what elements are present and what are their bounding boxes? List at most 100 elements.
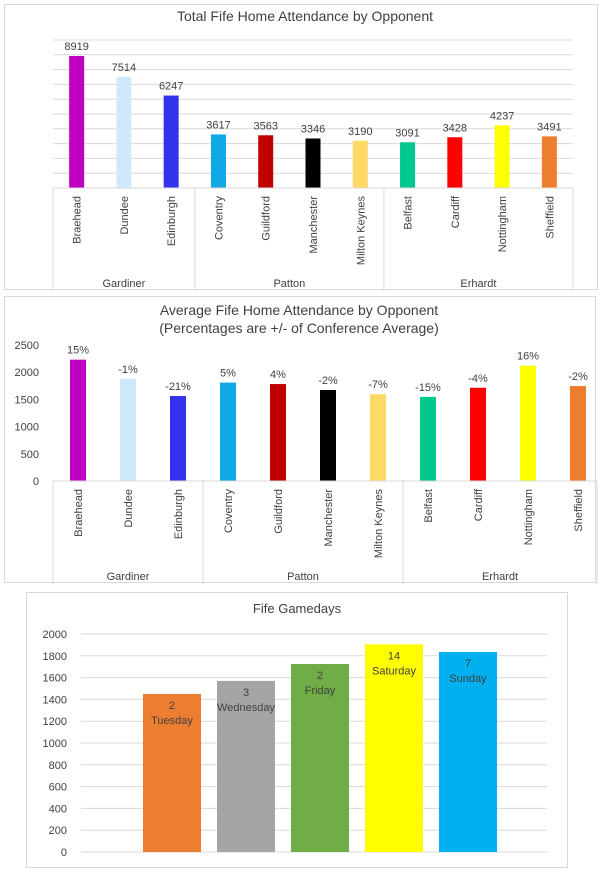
data-label: 3491 <box>537 121 561 133</box>
bar <box>570 386 586 481</box>
data-label: 6247 <box>159 81 183 93</box>
data-label-count: 2 <box>169 700 175 712</box>
category-label: Coventry <box>213 196 225 241</box>
bar <box>291 663 349 852</box>
y-tick-label: 2000 <box>15 367 39 379</box>
category-label: Edinburgh <box>166 196 178 246</box>
data-label: 3091 <box>395 127 419 139</box>
data-label: 3428 <box>443 122 467 134</box>
bar <box>69 55 85 189</box>
chart-title: Total Fife Home Attendance by Opponent <box>177 8 433 24</box>
data-label: 8919 <box>64 41 88 53</box>
data-label: -15% <box>415 382 441 394</box>
bar <box>170 396 186 481</box>
bar <box>420 396 436 481</box>
y-tick-label: 1400 <box>43 694 67 706</box>
bar <box>220 382 236 481</box>
data-label: -21% <box>165 381 191 393</box>
y-tick-label: 1000 <box>43 738 67 750</box>
bar <box>365 644 423 852</box>
average-attendance-chart-panel: Average Fife Home Attendance by Opponent… <box>4 296 598 584</box>
group-label: Erhardt <box>460 278 496 290</box>
bar <box>70 359 86 481</box>
bar <box>258 135 274 188</box>
data-label-day: Sunday <box>449 673 487 685</box>
data-label-count: 7 <box>465 658 471 670</box>
bar <box>120 378 136 481</box>
group-label: Gardiner <box>103 278 146 290</box>
y-tick-label: 1500 <box>15 394 39 406</box>
total-attendance-chart: Total Fife Home Attendance by Opponent 8… <box>52 8 574 291</box>
bar <box>217 680 275 852</box>
y-tick-label: 0 <box>61 847 67 859</box>
data-label: 3346 <box>301 123 325 135</box>
category-label: Guildford <box>261 196 273 241</box>
category-label: Edinburgh <box>173 489 185 539</box>
data-label-day: Saturday <box>372 665 417 677</box>
y-tick-label: 2500 <box>15 340 39 352</box>
bar <box>320 389 336 481</box>
bar <box>447 137 463 188</box>
category-label: Cardiff <box>450 195 462 228</box>
category-label: Milton Keynes <box>373 489 385 559</box>
bar <box>352 140 368 188</box>
bar <box>470 387 486 481</box>
data-label-count: 14 <box>388 650 400 662</box>
data-label: -1% <box>118 364 138 376</box>
chart-title: Average Fife Home Attendance by Opponent <box>160 302 438 318</box>
category-label: Sheffield <box>573 489 585 532</box>
category-label: Dundee <box>119 196 131 235</box>
category-label: Belfast <box>423 489 435 523</box>
y-tick-label: 1000 <box>15 422 39 434</box>
category-label: Manchester <box>323 489 335 547</box>
gamedays-chart-panel: Fife Gamedays 0 200 400 600 800 1000 1200 1400 1… <box>26 592 568 868</box>
data-label: 3563 <box>253 120 277 132</box>
data-label: 3617 <box>206 119 230 131</box>
category-label: Sheffield <box>544 196 556 239</box>
bar <box>494 125 510 188</box>
category-label: Nottingham <box>497 196 509 252</box>
data-label-count: 2 <box>317 670 323 682</box>
data-label: 5% <box>220 368 236 380</box>
gamedays-chart: Fife Gamedays 0 200 400 600 800 1000 1200 1400 1… <box>43 601 547 859</box>
category-label: Braehead <box>73 489 85 537</box>
total-attendance-chart-panel: Total Fife Home Attendance by Opponent 8… <box>4 4 598 291</box>
bar <box>143 693 201 852</box>
y-tick-label: 1200 <box>43 716 67 728</box>
data-label-day: Tuesday <box>151 715 193 727</box>
y-tick-label: 1600 <box>43 673 67 685</box>
group-label: Gardiner <box>107 571 150 583</box>
chart-title: Fife Gamedays <box>253 601 342 616</box>
bar <box>305 138 321 188</box>
category-label: Dundee <box>123 489 135 528</box>
average-attendance-chart: Average Fife Home Attendance by Opponent… <box>15 302 598 584</box>
data-label-count: 3 <box>243 687 249 699</box>
group-label: Patton <box>287 571 319 583</box>
y-tick-label: 400 <box>49 803 67 815</box>
group-label: Erhardt <box>482 571 518 583</box>
bar <box>210 134 226 188</box>
data-label: -4% <box>468 373 488 385</box>
data-label: 4% <box>270 369 286 381</box>
data-label: -7% <box>368 379 388 391</box>
data-label: 4237 <box>490 110 514 122</box>
data-label: 7514 <box>112 62 136 74</box>
data-label: 15% <box>67 345 89 357</box>
category-label: Cardiff <box>473 488 485 521</box>
category-label: Manchester <box>308 196 320 254</box>
bar <box>400 142 416 188</box>
bar <box>439 651 497 852</box>
bar <box>163 95 179 188</box>
y-tick-label: 500 <box>21 449 39 461</box>
category-label: Guildford <box>273 489 285 534</box>
y-tick-label: 200 <box>49 825 67 837</box>
data-label: -2% <box>568 371 588 383</box>
bar <box>541 136 557 188</box>
y-tick-label: 1800 <box>43 651 67 663</box>
data-label-day: Wednesday <box>217 702 275 714</box>
data-label: -2% <box>318 375 338 387</box>
category-label: Milton Keynes <box>355 196 367 266</box>
data-label: 16% <box>517 351 539 363</box>
bar <box>270 384 286 481</box>
category-label: Braehead <box>72 196 84 244</box>
